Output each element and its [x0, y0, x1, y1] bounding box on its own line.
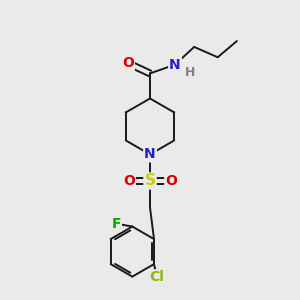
- Text: S: S: [145, 173, 155, 188]
- Text: O: O: [123, 174, 135, 188]
- Text: N: N: [144, 147, 156, 161]
- Text: Cl: Cl: [149, 270, 164, 284]
- Text: O: O: [165, 174, 177, 188]
- Text: N: N: [169, 58, 181, 72]
- Text: O: O: [122, 56, 134, 70]
- Text: F: F: [111, 217, 121, 231]
- Text: H: H: [184, 66, 195, 80]
